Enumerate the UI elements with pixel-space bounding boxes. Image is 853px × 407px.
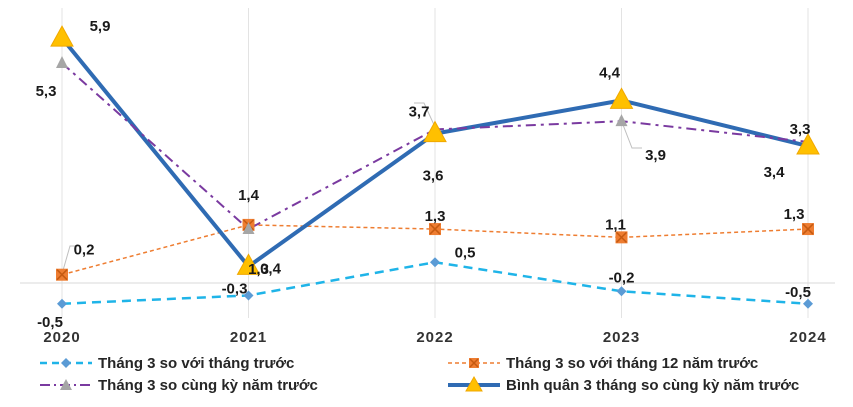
marker-series-1-2023 [616, 286, 627, 297]
marker-series-2-2023 [615, 231, 628, 244]
marker-series-2-2020 [56, 268, 68, 281]
data-label-series-2-2024: 1,3 [784, 206, 805, 223]
legend-item-series-3: Tháng 3 so cùng kỳ năm trước [38, 374, 318, 396]
data-label-series-4-2024: 3,3 [790, 121, 811, 138]
x-tick-label-2020: 2020 [43, 329, 80, 346]
marker-series-3-2020 [56, 56, 68, 69]
x-tick-label-2022: 2022 [416, 329, 453, 346]
marker-series-2-2022 [429, 223, 441, 236]
marker-series-1-2022 [430, 257, 440, 268]
marker-series-4-2021 [236, 253, 261, 275]
data-label-series-2-2023: 1,1 [605, 216, 626, 233]
x-axis-ticks: 2020 2021 2022 2023 2024 [43, 329, 826, 346]
legend-symbol-series-4 [448, 375, 500, 392]
data-label-series-3-2021: 1,3 [248, 261, 269, 278]
data-label-series-1-2020: -0,5 [37, 314, 63, 331]
legend-symbol-series-2 [448, 358, 500, 368]
x-tick-label-2024: 2024 [789, 329, 826, 346]
data-label-series-4-2021: 0,4 [260, 260, 282, 277]
legend-label-series-2: Tháng 3 so với tháng 12 năm trước [506, 354, 759, 372]
legend-label-series-3: Tháng 3 so cùng kỳ năm trước [98, 376, 318, 394]
line-chart: -0,5 -0,3 0,5 -0,2 -0,5 0,2 1,4 1,3 1,1 1,3 5,3 1,3… [20, 8, 835, 346]
series-markers [50, 25, 820, 309]
data-labels: -0,5 -0,3 0,5 -0,2 -0,5 0,2 1,4 1,3 1,1 1,3 5,3 1,3… [36, 18, 811, 331]
data-label-series-2-2022: 1,3 [425, 208, 446, 225]
legend-item-series-1: Tháng 3 so với tháng trước [38, 352, 294, 374]
data-label-series-3-2024: 3,4 [764, 164, 786, 181]
marker-series-4-2023 [609, 87, 634, 109]
legend-label-series-4: Bình quân 3 tháng so cùng kỳ năm trước [506, 376, 800, 394]
data-label-series-4-2022: 3,6 [423, 168, 444, 185]
marker-series-2-2024 [802, 223, 814, 236]
marker-series-3-2021 [242, 222, 255, 235]
marker-series-4-2022 [423, 120, 447, 143]
gridlines [61, 8, 809, 318]
data-label-series-1-2024: -0,5 [785, 284, 811, 301]
x-tick-label-2023: 2023 [603, 329, 640, 346]
marker-series-3-2023 [615, 114, 628, 127]
label-leader-lines [61, 102, 642, 275]
data-label-series-4-2023: 4,4 [599, 64, 621, 81]
leader-line-2-3 [619, 116, 642, 149]
data-label-series-3-2022: 3,7 [409, 103, 430, 120]
data-label-series-1-2022: 0,5 [455, 244, 476, 261]
legend: Tháng 3 so với tháng trước Tháng 3 so vớ… [0, 348, 853, 407]
marker-series-1-2021 [243, 290, 254, 301]
legend-symbol-series-1 [40, 358, 92, 368]
leader-line-1-0 [61, 245, 80, 275]
marker-series-1-2020 [57, 298, 67, 309]
marker-series-4-2024 [796, 133, 820, 155]
marker-series-4-2020 [50, 25, 74, 47]
data-label-series-4-2020: 5,9 [90, 18, 111, 35]
x-tick-label-2021: 2021 [230, 329, 267, 346]
legend-label-series-1: Tháng 3 so với tháng trước [98, 354, 295, 372]
legend-item-series-2: Tháng 3 so với tháng 12 năm trước [446, 352, 758, 374]
data-label-series-3-2020: 5,3 [36, 83, 57, 100]
leader-line-3-2 [414, 102, 436, 128]
data-label-series-1-2023: -0,2 [609, 269, 635, 286]
legend-symbol-series-3 [40, 379, 92, 390]
data-label-series-2-2021: 1,4 [238, 187, 260, 204]
marker-series-1-2024 [803, 298, 813, 309]
data-label-series-3-2023: 3,9 [645, 147, 666, 164]
data-label-series-2-2020: 0,2 [74, 242, 95, 259]
legend-item-series-4: Bình quân 3 tháng so cùng kỳ năm trước [446, 374, 799, 396]
data-label-series-1-2021: -0,3 [222, 280, 248, 297]
